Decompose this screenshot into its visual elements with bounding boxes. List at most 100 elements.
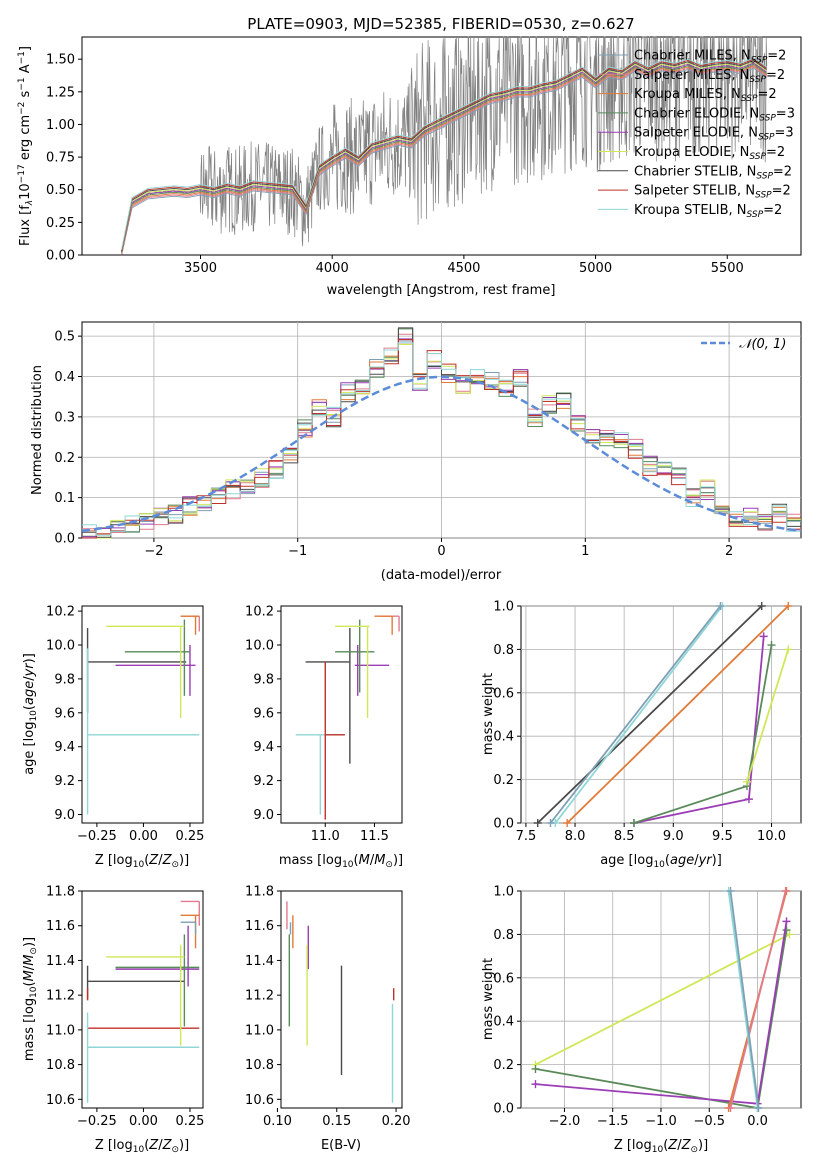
histogram-y-label: Normed distribution [30, 365, 45, 495]
x-tick-label: 1 [581, 544, 589, 559]
legend-label: Salpeter MILES, NSSP=2 [634, 68, 785, 85]
mass-weight-marker-salpeter_elodie [531, 1080, 540, 1089]
legend-label: Salpeter ELODIE, NSSP=3 [634, 126, 794, 143]
svg-text:Z [log10(Z/Z⊙)]: Z [log10(Z/Z⊙)] [95, 853, 189, 870]
y-tick-label: 1.0 [493, 600, 514, 615]
massweight-vs-age-panel: mass weight age [log10(age/yr)] 7.5 8.0 8.… [481, 600, 802, 870]
y-tick-label: 0.25 [46, 216, 75, 231]
ebv-x-label: E(B-V) [321, 1138, 361, 1153]
y-tick-label: 0.8 [493, 928, 514, 943]
y-tick-label: 10.6 [245, 1093, 274, 1108]
mass-weight-marker-kroupa_miles [563, 819, 572, 827]
x-tick-label: 4000 [316, 261, 349, 276]
spectrum-legend: Chabrier MILES, NSSP=2 Salpeter MILES, NS… [598, 49, 795, 220]
mass-weight-marker-kroupa_elodie [784, 645, 793, 654]
legend-label: Kroupa MILES, NSSP=2 [634, 87, 777, 104]
y-tick-label: 11.8 [245, 885, 274, 900]
mass-weight-line-salpeter_miles [729, 890, 787, 1109]
x-tick-label: 0.0 [747, 1114, 768, 1129]
y-tick-label: 0.8 [493, 643, 514, 658]
mass-weight-line-kroupa_miles [566, 605, 789, 824]
svg-text:Flux [fλ10−17 erg cm−2 s−1 A−1: Flux [fλ10−17 erg cm−2 s−1 A−1] [17, 46, 35, 246]
age-vs-Z-panel: age [log10(age/yr)] Z [log10(Z/Z⊙)] −0.2… [22, 605, 204, 870]
model-spectrum-salpeter_elodie [121, 62, 768, 256]
mass-weight-line-chabrier_elodie [633, 644, 773, 824]
normal-legend-label: 𝒩(0, 1) [739, 337, 786, 352]
figure-title: PLATE=0903, MJD=52385, FIBERID=0530, z=0… [247, 15, 634, 33]
y-tick-label: 0.0 [493, 817, 514, 832]
residual-hist-salpeter_stelib [82, 339, 801, 539]
y-tick-label: 11.0 [46, 1023, 75, 1038]
x-tick-label: 0.00 [129, 1114, 158, 1129]
x-tick-label: 0.00 [129, 829, 158, 844]
spectrum-data [121, 36, 768, 256]
mass-weight-line-chabrier_stelib [537, 605, 763, 824]
x-tick-label: 0.10 [263, 1114, 292, 1129]
mass-weight-marker-chabrier_miles [726, 887, 735, 895]
y-tick-label: 11.2 [46, 989, 75, 1004]
y-tick-label: 9.8 [54, 672, 75, 687]
histogram-data [81, 327, 802, 539]
mass-weight-marker-chabrier_stelib [533, 819, 542, 827]
x-tick-label: 0.25 [175, 1114, 204, 1129]
y-tick-label: 0.2 [493, 773, 514, 788]
y-tick-label: 9.0 [54, 808, 75, 823]
svg-text:Z [log10(Z/Z⊙)]: Z [log10(Z/Z⊙)] [95, 1138, 189, 1155]
x-tick-label: −0.25 [77, 829, 117, 844]
x-tick-label: 7.5 [516, 829, 537, 844]
x-tick-label: 5000 [579, 261, 612, 276]
y-tick-label: 0.0 [54, 532, 75, 547]
age-vs-mass-panel: mass [log10(M/M⊙)] 11.0 11.5 9.0 9.2 9.4 9.6 9… [245, 605, 403, 870]
histogram-panel: (data-model)/error Normed distribution −… [30, 321, 802, 583]
age-vs-Z-axes-frame [81, 605, 204, 824]
model-spectrum-salpeter_stelib [121, 58, 768, 252]
mass-weight-line-kroupa_elodie [535, 933, 790, 1066]
y-tick-label: 0.4 [54, 370, 75, 385]
svg-text:age [log10(age/yr)]: age [log10(age/yr)] [600, 853, 722, 870]
mass-weight-line-kroupa_stelib [554, 605, 724, 824]
x-tick-label: 0.25 [175, 829, 204, 844]
mass-y-label: mass [log10(M/M⊙)] [22, 937, 39, 1061]
svg-text:mass [log10(M/M⊙)]: mass [log10(M/M⊙)] [22, 937, 39, 1061]
mass-weight-marker-salpeter_elodie [782, 917, 791, 926]
mass-vs-ebv-axes-frame [280, 890, 403, 1109]
spectrum-y-label: Flux [fλ10−17 erg cm−2 s−1 A−1] [17, 46, 35, 246]
mass-weight-marker-kroupa_elodie [785, 930, 794, 939]
mass-weight-marker-chabrier_elodie [531, 1064, 540, 1073]
mass-y-label-prefix: mass [log [22, 998, 37, 1061]
spectrum-axes-frame [81, 36, 802, 256]
y-tick-label: 0.2 [54, 451, 75, 466]
model-spectrum-chabrier_elodie [121, 63, 768, 256]
y-tick-label: 11.8 [46, 885, 75, 900]
mass-x-label-prefix: mass [log [279, 853, 342, 868]
y-tick-label: 1.25 [46, 85, 75, 100]
observed-spectrum [121, 36, 768, 256]
svg-text:age [log10(age/yr)]: age [log10(age/yr)] [22, 653, 39, 775]
x-tick-label: 2 [725, 544, 733, 559]
Z-x-label: Z [log10(Z/Z⊙)] [95, 853, 189, 870]
y-tick-label: 11.2 [245, 989, 274, 1004]
x-tick-label: −1.0 [645, 1114, 677, 1129]
mass-weight-marker-salpeter_elodie [744, 795, 753, 804]
massweight-vs-Z-panel: mass weight Z [log10(Z/Z⊙)] −2.0 −1.5 −1.0… [481, 885, 802, 1155]
mass-weight-line-salpeter_elodie [633, 636, 765, 824]
age-y-label-prefix: age [log [22, 722, 37, 775]
x-tick-label: 8.0 [565, 829, 586, 844]
Z-x-label-right-prefix: Z [log [614, 1138, 652, 1153]
mass-weight-marker-salpeter_elodie [759, 632, 768, 641]
x-tick-label: 5500 [711, 261, 744, 276]
spectrum-y-label-prefix: Flux [f [18, 205, 33, 246]
x-tick-label: 4500 [447, 261, 480, 276]
mass-weight-marker-chabrier_elodie [629, 819, 638, 827]
massweight-y-label-top: mass weight [481, 673, 496, 755]
x-tick-label: 10.0 [757, 829, 786, 844]
mass-vs-Z-panel: mass [log10(M/M⊙)] Z [log10(Z/Z⊙)] −0.25… [22, 885, 204, 1156]
y-tick-label: 10.2 [245, 605, 274, 620]
Z-x-label-prefix: Z [log [95, 853, 133, 868]
y-tick-label: 10.8 [245, 1058, 274, 1073]
normal-curve [81, 375, 802, 533]
Z-x-label-right: Z [log10(Z/Z⊙)] [614, 1138, 708, 1155]
svg-text:Z [log10(Z/Z⊙)]: Z [log10(Z/Z⊙)] [614, 1138, 708, 1155]
y-tick-label: 11.4 [46, 954, 75, 969]
x-tick-label: −1.5 [597, 1114, 629, 1129]
